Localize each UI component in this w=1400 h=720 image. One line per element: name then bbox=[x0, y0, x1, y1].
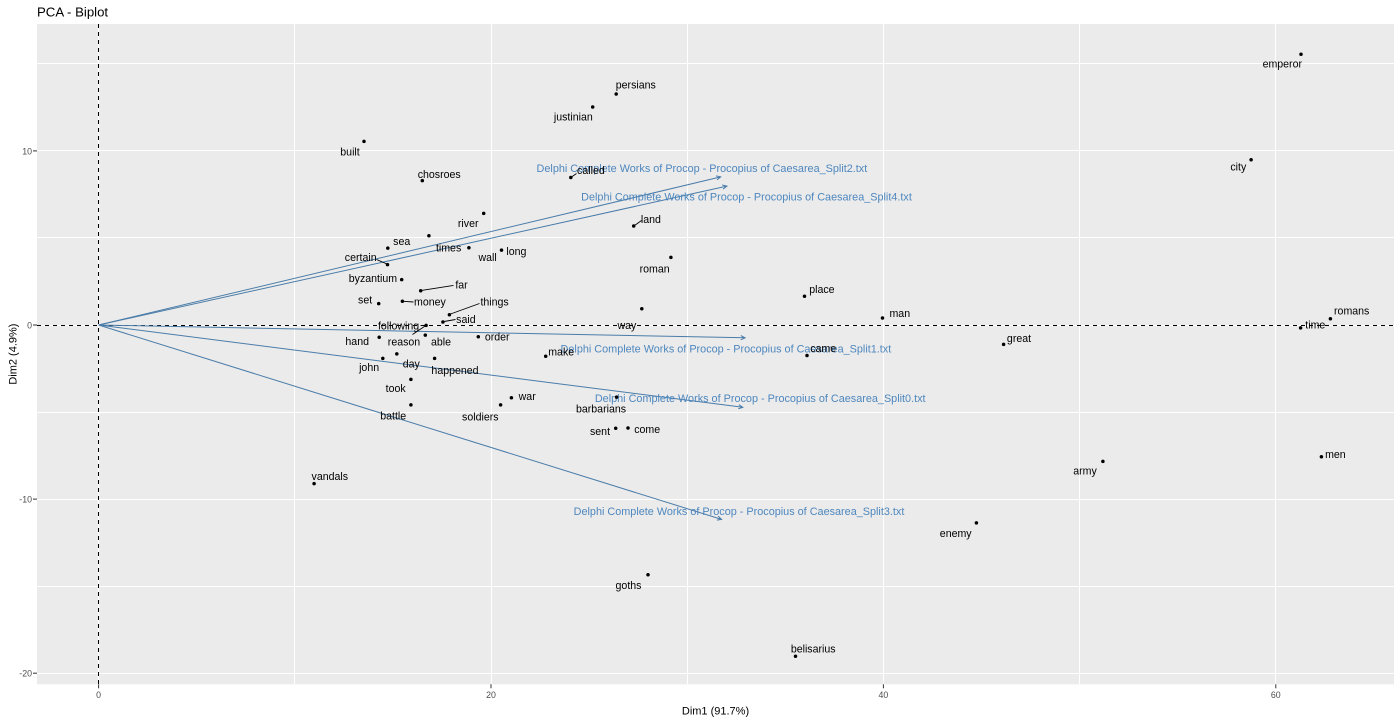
svg-text:sea: sea bbox=[393, 236, 410, 248]
svg-text:sent: sent bbox=[590, 426, 610, 438]
svg-text:Delphi Complete Works of Proco: Delphi Complete Works of Procop - Procop… bbox=[595, 393, 926, 405]
svg-text:10: 10 bbox=[22, 146, 32, 156]
svg-text:great: great bbox=[1007, 333, 1031, 345]
svg-text:20: 20 bbox=[486, 690, 496, 700]
svg-text:man: man bbox=[889, 308, 910, 320]
svg-text:battle: battle bbox=[380, 411, 406, 423]
svg-text:built: built bbox=[340, 146, 359, 158]
svg-text:make: make bbox=[548, 346, 574, 358]
svg-text:barbarians: barbarians bbox=[576, 404, 626, 416]
svg-text:things: things bbox=[480, 297, 508, 309]
svg-text:hand: hand bbox=[345, 336, 369, 348]
svg-text:60: 60 bbox=[1271, 690, 1281, 700]
svg-text:vandals: vandals bbox=[312, 471, 349, 483]
svg-text:men: men bbox=[1325, 449, 1346, 461]
svg-text:following: following bbox=[378, 320, 419, 332]
svg-text:Delphi Complete Works of Proco: Delphi Complete Works of Procop - Procop… bbox=[561, 343, 892, 355]
svg-text:enemy: enemy bbox=[940, 528, 972, 540]
svg-text:times: times bbox=[436, 242, 461, 254]
svg-text:came: came bbox=[810, 343, 836, 355]
svg-text:Delphi Complete Works of Proco: Delphi Complete Works of Procop - Procop… bbox=[581, 191, 912, 203]
svg-text:said: said bbox=[456, 314, 476, 326]
svg-text:belisarius: belisarius bbox=[791, 643, 836, 655]
svg-text:0: 0 bbox=[96, 690, 101, 700]
svg-text:place: place bbox=[809, 284, 834, 296]
svg-text:day: day bbox=[403, 359, 421, 371]
svg-text:money: money bbox=[414, 297, 446, 309]
svg-text:time: time bbox=[1305, 319, 1325, 331]
svg-text:goths: goths bbox=[616, 580, 642, 592]
svg-text:river: river bbox=[458, 218, 479, 230]
svg-text:took: took bbox=[386, 383, 407, 395]
svg-text:0: 0 bbox=[27, 320, 32, 330]
svg-text:army: army bbox=[1073, 465, 1097, 477]
svg-text:called: called bbox=[577, 165, 605, 177]
svg-text:happened: happened bbox=[431, 365, 478, 377]
svg-text:way: way bbox=[616, 320, 637, 332]
svg-text:chosroes: chosroes bbox=[418, 169, 461, 181]
svg-text:john: john bbox=[358, 362, 379, 374]
svg-text:set: set bbox=[358, 294, 372, 306]
svg-text:40: 40 bbox=[879, 690, 889, 700]
svg-text:city: city bbox=[1230, 162, 1247, 174]
svg-text:Dim2 (4.9%): Dim2 (4.9%) bbox=[8, 324, 20, 385]
svg-text:land: land bbox=[641, 214, 661, 226]
svg-text:PCA - Biplot: PCA - Biplot bbox=[37, 5, 108, 20]
svg-text:romans: romans bbox=[1334, 306, 1369, 318]
svg-text:-20: -20 bbox=[19, 669, 32, 679]
svg-text:able: able bbox=[431, 337, 451, 349]
svg-text:-10: -10 bbox=[19, 495, 32, 505]
svg-text:byzantium: byzantium bbox=[349, 273, 397, 285]
svg-text:emperor: emperor bbox=[1263, 58, 1303, 70]
svg-text:long: long bbox=[506, 246, 526, 258]
svg-text:certain: certain bbox=[345, 252, 377, 264]
svg-text:Delphi Complete Works of Proco: Delphi Complete Works of Procop - Procop… bbox=[574, 506, 905, 518]
svg-text:Delphi Complete Works of Proco: Delphi Complete Works of Procop - Procop… bbox=[537, 163, 868, 175]
svg-text:soldiers: soldiers bbox=[462, 412, 499, 424]
svg-text:persians: persians bbox=[616, 80, 656, 92]
svg-text:Dim1 (91.7%): Dim1 (91.7%) bbox=[682, 706, 749, 718]
svg-text:roman: roman bbox=[640, 263, 670, 275]
svg-text:come: come bbox=[634, 424, 660, 436]
svg-text:justinian: justinian bbox=[553, 112, 593, 124]
svg-text:far: far bbox=[455, 280, 468, 292]
svg-text:order: order bbox=[485, 331, 510, 343]
svg-text:war: war bbox=[518, 391, 537, 403]
svg-text:reason: reason bbox=[388, 337, 420, 349]
svg-text:wall: wall bbox=[477, 252, 496, 264]
